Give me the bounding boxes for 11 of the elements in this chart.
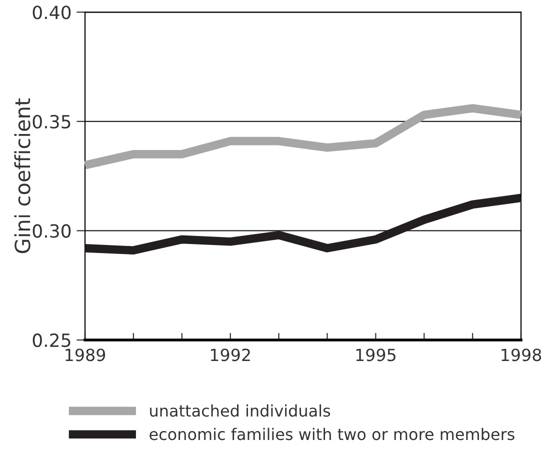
- y-tick-label: 0.40: [32, 6, 71, 20]
- x-tick-label: 1989: [66, 348, 106, 362]
- y-axis-title: Gini coefficient: [14, 98, 30, 254]
- x-tick-label: 1998: [502, 348, 542, 362]
- x-tick-label: 1992: [210, 348, 250, 362]
- legend-label: unattached individuals: [150, 404, 330, 417]
- y-tick-label: 0.35: [32, 114, 70, 129]
- y-tick-label: 0.30: [32, 224, 71, 238]
- x-tick-label: 1995: [356, 348, 396, 362]
- legend-label: economic families with two or more members: [150, 428, 514, 440]
- y-tick-label: 0.25: [32, 333, 70, 348]
